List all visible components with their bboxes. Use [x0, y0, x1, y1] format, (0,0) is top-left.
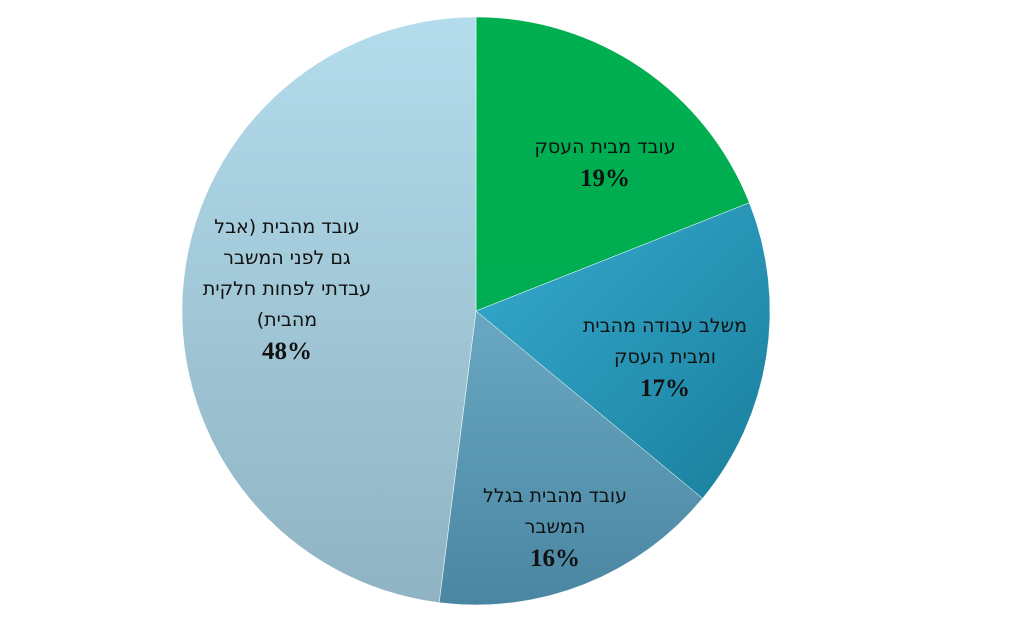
slice-label-3-line-0: עובד מהבית (אבל [214, 216, 359, 238]
slice-label-3-line-3: מהבית) [257, 309, 317, 331]
pie-slice-0 [475, 16, 750, 312]
slice-label-1-line-1: ומבית העסק [614, 346, 716, 368]
slice-label-1-line-0: משלב עבודה מהבית [583, 315, 747, 337]
slice-label-3-line-1: גם לפני המשבר [223, 247, 351, 269]
pie-slice-1 [475, 202, 771, 499]
slice-value-label-0: 19% [580, 165, 630, 192]
slice-value-label-1: 17% [640, 375, 690, 402]
slice-label-2-line-0: עובד מהבית בגלל [483, 485, 627, 507]
slice-value-label-2: 16% [530, 545, 580, 572]
pie-slice-3 [181, 16, 477, 603]
slice-label-3-line-2: עבדתי לפחות חלקית [203, 278, 371, 300]
slice-value-label-3: 48% [262, 338, 312, 365]
slice-label-2-line-1: המשבר [525, 516, 586, 538]
slice-label-0-line-0: עובד מבית העסק [534, 136, 675, 158]
pie-slice-2 [438, 310, 703, 606]
